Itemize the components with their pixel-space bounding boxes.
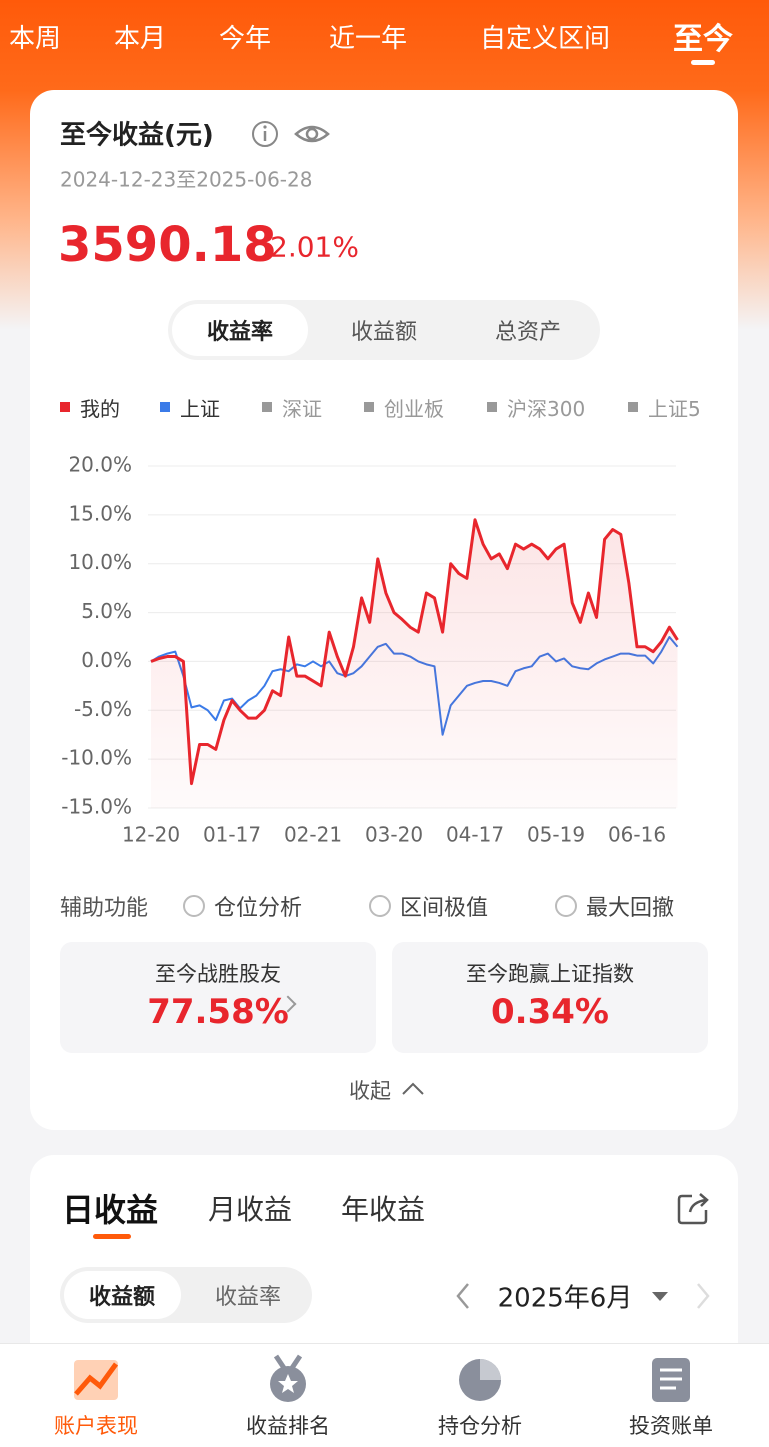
legend-label[interactable]: 创业板 (384, 397, 444, 421)
daily-tab[interactable]: 日收益 (62, 1191, 159, 1229)
daily-tab[interactable]: 月收益 (208, 1193, 293, 1226)
x-tick-label: 04-17 (446, 823, 504, 847)
stat-label: 至今跑赢上证指数 (466, 962, 634, 986)
date-range: 2024-12-23至2025-06-28 (60, 167, 313, 192)
month-nav (456, 1283, 710, 1309)
series-line (150, 518, 679, 786)
radio[interactable] (183, 895, 205, 917)
stat-box (60, 942, 376, 1053)
amount: 3590.18 (58, 217, 277, 273)
segment-item[interactable]: 收益率 (206, 320, 274, 345)
legend-label[interactable]: 上证5 (648, 397, 701, 421)
legend-swatch (628, 402, 638, 412)
tools-label: 辅助功能 (60, 896, 149, 921)
x-tick-label: 12-20 (122, 823, 180, 847)
rate: 2.01% (270, 230, 359, 264)
legend-label[interactable]: 我的 (80, 397, 120, 421)
eye-icon[interactable] (294, 125, 330, 143)
area (151, 519, 678, 808)
nav-label[interactable]: 投资账单 (629, 1414, 713, 1438)
nav-icons (74, 1354, 690, 1402)
collapse[interactable]: 收起 (349, 1079, 391, 1103)
legend-swatch (364, 402, 374, 412)
period-tab[interactable]: 至今 (673, 22, 733, 57)
tab-underline (93, 1234, 131, 1239)
legend: 我的 上证 深证 创业板 沪深300 上证5 (56, 390, 706, 424)
title-icons (252, 121, 330, 147)
legend-label[interactable]: 沪深300 (507, 397, 586, 421)
x-tick-label: 03-20 (365, 823, 423, 847)
x-tick-label: 05-19 (527, 823, 585, 847)
x-tick-label: 02-21 (284, 823, 342, 847)
collapse-icon (402, 1082, 424, 1095)
nav-label[interactable]: 持仓分析 (438, 1414, 522, 1438)
tool-option[interactable]: 仓位分析 (214, 896, 303, 921)
segment-item[interactable]: 总资产 (494, 320, 562, 345)
radio[interactable] (555, 895, 577, 917)
tab-indicator (691, 60, 715, 65)
toggle-item[interactable]: 收益率 (214, 1285, 282, 1310)
daily-tab[interactable]: 年收益 (341, 1193, 426, 1226)
bottom-nav (0, 1343, 769, 1447)
segment-item[interactable]: 收益额 (350, 320, 418, 345)
period-tab[interactable]: 自定义区间 (479, 24, 611, 54)
nav-label[interactable]: 收益排名 (246, 1414, 330, 1438)
legend-swatch (60, 402, 70, 412)
x-tick-label: 06-16 (608, 823, 666, 847)
next-month[interactable] (697, 1283, 710, 1309)
nav-label[interactable]: 账户表现 (54, 1414, 138, 1438)
toggle-item[interactable]: 收益额 (88, 1285, 156, 1310)
period-tab[interactable]: 本周 (8, 24, 62, 54)
summary-title: 至今收益(元) (60, 120, 214, 151)
period-tab[interactable]: 今年 (218, 24, 272, 54)
x-tick-label: 01-17 (203, 823, 261, 847)
prev-month[interactable] (456, 1283, 469, 1309)
stat-box (392, 942, 708, 1053)
toggle-active (64, 1271, 181, 1319)
legend-swatch (160, 402, 170, 412)
month-dropdown[interactable] (652, 1292, 668, 1301)
info-icon[interactable] (252, 121, 278, 147)
month[interactable]: 2025年6月 (497, 1283, 633, 1314)
y-tick-label: -15.0% (61, 795, 132, 819)
share-icon[interactable] (676, 1190, 712, 1226)
y-tick-label: -10.0% (61, 746, 132, 770)
legend-swatch (487, 402, 497, 412)
tool-option[interactable]: 区间极值 (400, 896, 489, 921)
chart: -15.0% -10.0% -5.0% 0.0% 5.0% 10.0% 15.0% 20.0%… (61, 453, 679, 847)
stat-value: 0.34% (491, 992, 609, 1032)
legend-label[interactable]: 深证 (282, 397, 322, 421)
segment-active (172, 304, 308, 356)
y-tick-label: 20.0% (68, 453, 132, 477)
tool-option[interactable]: 最大回撤 (586, 896, 675, 921)
y-tick-label: 0.0% (81, 648, 132, 672)
legend-swatch (262, 402, 272, 412)
y-tick-label: 10.0% (68, 550, 132, 574)
period-tab[interactable]: 本月 (113, 24, 167, 54)
period-tab[interactable]: 近一年 (328, 24, 408, 54)
y-tick-label: 5.0% (81, 599, 132, 623)
y-tick-label: 15.0% (68, 501, 132, 525)
stat-value: 77.58% (147, 992, 289, 1032)
stat-label: 至今战胜股友 (155, 962, 281, 986)
radio[interactable] (369, 895, 391, 917)
y-tick-label: -5.0% (74, 697, 132, 721)
legend-label[interactable]: 上证 (180, 397, 220, 421)
